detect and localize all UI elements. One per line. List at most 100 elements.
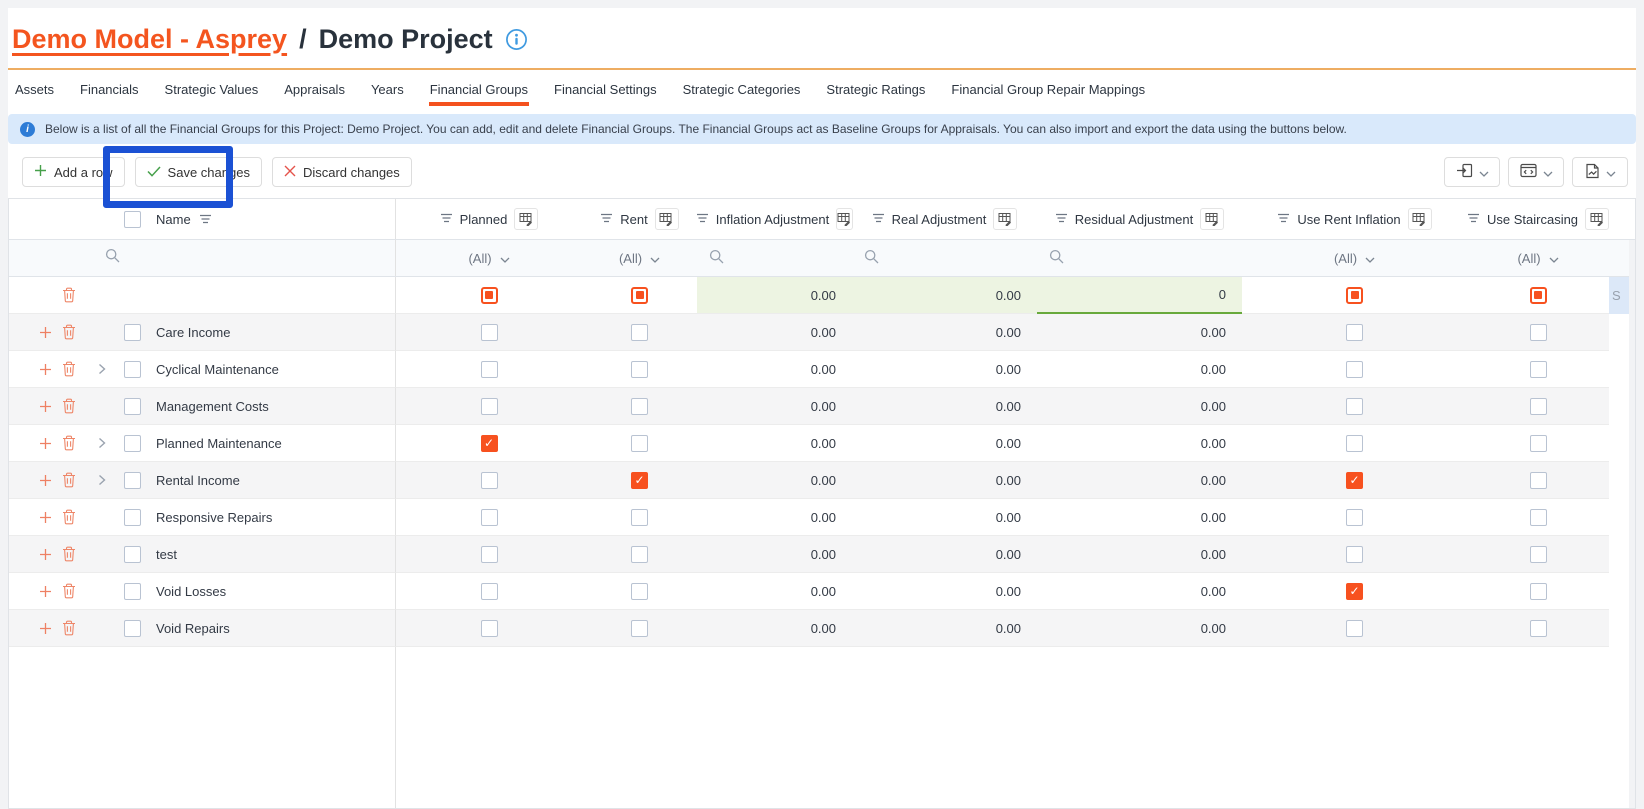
- cell-use_staircasing[interactable]: [1467, 425, 1609, 462]
- checkbox-use_staircasing[interactable]: [1529, 323, 1547, 341]
- checkbox-use_staircasing[interactable]: [1529, 286, 1547, 304]
- checkbox-planned[interactable]: [480, 286, 498, 304]
- cell-residual[interactable]: 0: [1037, 277, 1242, 314]
- cell-planned[interactable]: [396, 277, 582, 314]
- cell-real[interactable]: 0.00: [852, 610, 1037, 647]
- discard-changes-button[interactable]: Discard changes: [271, 157, 412, 187]
- checkbox-use_rent_inflation[interactable]: [1346, 360, 1363, 378]
- row-name[interactable]: Void Losses: [156, 583, 227, 599]
- delete-row-icon[interactable]: [62, 620, 76, 636]
- cell-real[interactable]: 0.00: [852, 314, 1037, 351]
- delete-row-icon[interactable]: [62, 287, 76, 303]
- tab-financial-groups[interactable]: Financial Groups: [428, 80, 530, 106]
- cell-real[interactable]: 0.00: [852, 499, 1037, 536]
- cell-use_rent_inflation[interactable]: [1242, 536, 1467, 573]
- cell-rent[interactable]: [582, 425, 697, 462]
- cell-use_rent_inflation[interactable]: [1242, 573, 1467, 610]
- expand-row-icon[interactable]: [98, 474, 106, 486]
- checkbox-rent[interactable]: [631, 471, 648, 489]
- batch-edit-button-planned[interactable]: [514, 208, 539, 230]
- column-header-residual[interactable]: Residual Adjustment: [1037, 199, 1242, 239]
- cell-use_rent_inflation[interactable]: [1242, 351, 1467, 388]
- delete-row-icon[interactable]: [62, 361, 76, 377]
- cell-use_staircasing[interactable]: [1467, 536, 1609, 573]
- cell-planned[interactable]: [396, 388, 582, 425]
- cell-real[interactable]: 0.00: [852, 536, 1037, 573]
- checkbox-rent[interactable]: [631, 323, 648, 341]
- cell-planned[interactable]: [396, 314, 582, 351]
- name-filter-cell[interactable]: [9, 240, 396, 276]
- cell-use_rent_inflation[interactable]: [1242, 277, 1467, 314]
- column-header-planned[interactable]: Planned: [396, 199, 582, 239]
- checkbox-use_rent_inflation[interactable]: [1346, 545, 1363, 563]
- checkbox-planned[interactable]: [480, 397, 498, 415]
- code-window-button[interactable]: [1508, 157, 1564, 187]
- cell-rent[interactable]: [582, 277, 697, 314]
- delete-row-icon[interactable]: [62, 435, 76, 451]
- row-name[interactable]: Rental Income: [156, 472, 240, 488]
- column-header-use_rent_inflation[interactable]: Use Rent Inflation: [1242, 199, 1467, 239]
- add-child-row-icon[interactable]: [39, 585, 52, 598]
- cell-residual[interactable]: 0.00: [1037, 536, 1242, 573]
- checkbox-planned[interactable]: [480, 545, 498, 563]
- cell-rent[interactable]: [582, 314, 697, 351]
- cell-planned[interactable]: [396, 462, 582, 499]
- cell-residual[interactable]: 0.00: [1037, 462, 1242, 499]
- checkbox-use_staircasing[interactable]: [1529, 397, 1547, 415]
- checkbox-use_rent_inflation[interactable]: [1346, 323, 1363, 341]
- cell-use_rent_inflation[interactable]: [1242, 462, 1467, 499]
- checkbox-rent[interactable]: [631, 434, 648, 452]
- checkbox-rent[interactable]: [631, 582, 648, 600]
- cell-use_staircasing[interactable]: [1467, 277, 1609, 314]
- cell-rent[interactable]: [582, 499, 697, 536]
- checkbox-rent[interactable]: [631, 508, 648, 526]
- cell-rent[interactable]: [582, 462, 697, 499]
- row-select-checkbox[interactable]: [124, 360, 141, 378]
- checkbox-use_staircasing[interactable]: [1529, 619, 1547, 637]
- export-file-button[interactable]: [1572, 157, 1628, 187]
- cell-rent[interactable]: [582, 388, 697, 425]
- delete-row-icon[interactable]: [62, 398, 76, 414]
- cell-rent[interactable]: [582, 536, 697, 573]
- batch-edit-button-real[interactable]: [993, 208, 1018, 230]
- tab-years[interactable]: Years: [370, 82, 404, 97]
- cell-use_rent_inflation[interactable]: [1242, 499, 1467, 536]
- checkbox-use_staircasing[interactable]: [1529, 508, 1547, 526]
- cell-use_staircasing[interactable]: [1467, 573, 1609, 610]
- cell-use_staircasing[interactable]: [1467, 610, 1609, 647]
- cell-planned[interactable]: [396, 573, 582, 610]
- filter-cell-rent[interactable]: (All): [582, 240, 697, 276]
- delete-row-icon[interactable]: [62, 509, 76, 525]
- save-changes-button[interactable]: Save changes: [134, 157, 262, 187]
- row-select-checkbox[interactable]: [124, 508, 141, 526]
- tab-financial-group-repair-mappings[interactable]: Financial Group Repair Mappings: [951, 82, 1146, 97]
- checkbox-planned[interactable]: [480, 323, 498, 341]
- column-header-inflation[interactable]: Inflation Adjustment: [696, 199, 854, 239]
- model-link[interactable]: Demo Model - Asprey: [12, 23, 288, 54]
- column-header-rent[interactable]: Rent: [582, 199, 697, 239]
- cell-real[interactable]: 0.00: [852, 425, 1037, 462]
- row-select-checkbox[interactable]: [124, 323, 141, 341]
- checkbox-use_rent_inflation[interactable]: [1346, 619, 1363, 637]
- filter-cell-real[interactable]: [852, 240, 1037, 276]
- trailing-cell[interactable]: S: [1609, 277, 1629, 314]
- filter-cell-residual[interactable]: [1037, 240, 1242, 276]
- checkbox-use_staircasing[interactable]: [1529, 360, 1547, 378]
- cell-real[interactable]: 0.00: [852, 573, 1037, 610]
- column-menu-icon[interactable]: [199, 212, 212, 227]
- filter-cell-inflation[interactable]: [697, 240, 852, 276]
- cell-planned[interactable]: [396, 425, 582, 462]
- cell-rent[interactable]: [582, 610, 697, 647]
- row-name[interactable]: Cyclical Maintenance: [156, 361, 279, 377]
- cell-inflation[interactable]: 0.00: [697, 536, 852, 573]
- checkbox-rent[interactable]: [631, 545, 648, 563]
- cell-real[interactable]: 0.00: [852, 462, 1037, 499]
- row-select-checkbox[interactable]: [124, 397, 141, 415]
- expand-row-icon[interactable]: [98, 437, 106, 449]
- tab-strategic-ratings[interactable]: Strategic Ratings: [826, 82, 926, 97]
- tab-strategic-categories[interactable]: Strategic Categories: [682, 82, 801, 97]
- cell-inflation[interactable]: 0.00: [697, 573, 852, 610]
- cell-residual[interactable]: 0.00: [1037, 388, 1242, 425]
- row-select-checkbox[interactable]: [124, 434, 141, 452]
- cell-real[interactable]: 0.00: [852, 277, 1037, 314]
